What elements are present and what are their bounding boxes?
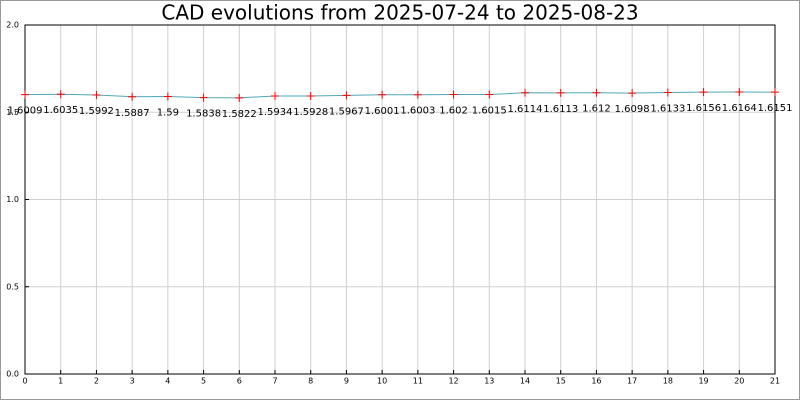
data-label: 1.5992 — [79, 106, 114, 117]
x-tick-label: 1 — [58, 377, 63, 386]
data-label: 1.5887 — [115, 108, 150, 119]
x-tick-label: 19 — [698, 377, 708, 386]
y-tick-label: 0.0 — [6, 370, 19, 379]
data-label: 1.6156 — [686, 103, 721, 114]
x-tick-label: 17 — [627, 377, 637, 386]
marker — [485, 90, 494, 99]
data-label: 1.6098 — [615, 104, 650, 115]
marker — [342, 91, 351, 100]
marker — [699, 88, 708, 97]
data-label: 1.6003 — [400, 106, 435, 117]
marker — [663, 88, 672, 97]
data-label: 1.6035 — [43, 105, 78, 116]
x-tick-label: 13 — [484, 377, 494, 386]
data-label: 1.59 — [157, 108, 179, 119]
x-tick-label: 6 — [237, 377, 242, 386]
y-tick-label: 1.0 — [6, 195, 19, 204]
data-label: 1.5838 — [186, 109, 221, 120]
marker — [521, 88, 529, 97]
marker — [92, 90, 101, 99]
x-tick-label: 7 — [272, 377, 277, 386]
chart-title: CAD evolutions from 2025-07-24 to 2025-0… — [161, 1, 638, 25]
data-label: 1.6151 — [758, 103, 793, 114]
x-tick-label: 4 — [165, 377, 170, 386]
x-tick-label: 9 — [344, 377, 349, 386]
marker — [163, 92, 172, 101]
x-tick-label: 10 — [377, 377, 387, 386]
y-tick-label: 1.5 — [6, 108, 19, 117]
data-label: 1.5822 — [222, 109, 257, 120]
y-tick-label: 2.0 — [6, 21, 19, 30]
x-tick-label: 2 — [94, 377, 99, 386]
x-tick-label: 0 — [22, 377, 27, 386]
marker — [306, 92, 315, 101]
marker — [771, 88, 779, 97]
marker — [21, 90, 29, 99]
data-label: 1.6133 — [650, 103, 685, 114]
data-label: 1.5934 — [258, 107, 293, 118]
data-label: 1.6001 — [365, 106, 400, 117]
x-tick-label: 11 — [413, 377, 423, 386]
plot-border — [24, 24, 776, 375]
y-tick-label: 0.5 — [6, 282, 19, 291]
data-label: 1.6009 — [8, 106, 43, 117]
marker — [56, 90, 65, 99]
marker — [413, 90, 422, 99]
data-label: 1.602 — [439, 105, 468, 116]
x-tick-label: 8 — [308, 377, 313, 386]
x-tick-label: 12 — [448, 377, 458, 386]
marker — [199, 93, 208, 102]
line — [24, 91, 776, 99]
marker — [128, 92, 137, 101]
data-label: 1.6164 — [722, 103, 757, 114]
x-tick-label: 14 — [520, 377, 530, 386]
data-label: 1.5928 — [293, 107, 328, 118]
x-tick-label: 3 — [130, 377, 135, 386]
marker — [378, 90, 387, 99]
marker — [735, 87, 744, 96]
x-tick-label: 18 — [663, 377, 673, 386]
data-label: 1.6114 — [508, 104, 543, 115]
marker — [235, 93, 244, 102]
marker — [592, 88, 601, 97]
x-tick-label: 16 — [591, 377, 601, 386]
x-tick-label: 5 — [201, 377, 206, 386]
data-label: 1.6015 — [472, 106, 507, 117]
data-label: 1.6113 — [543, 104, 578, 115]
marker — [449, 90, 458, 99]
marker — [556, 88, 565, 97]
marker — [271, 91, 279, 100]
data-label: 1.5967 — [329, 106, 364, 117]
data-label: 1.612 — [582, 104, 611, 115]
x-tick-label: 20 — [734, 377, 744, 386]
marker — [628, 89, 637, 98]
x-tick-label: 21 — [770, 377, 780, 386]
x-tick-label: 15 — [556, 377, 566, 386]
